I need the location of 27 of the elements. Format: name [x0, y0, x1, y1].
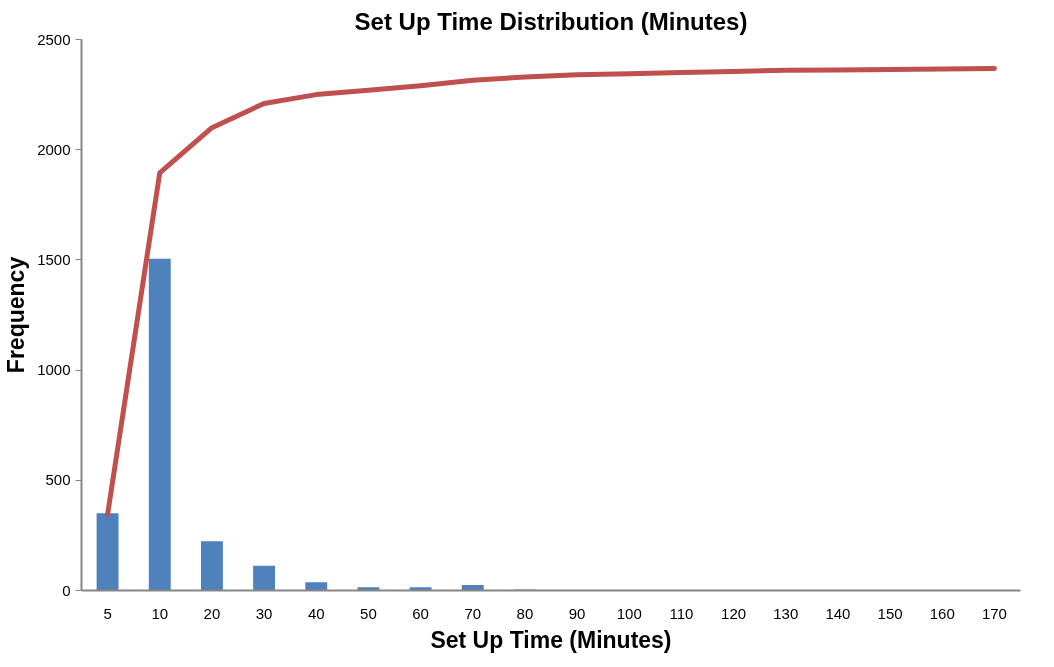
y-tick-label: 1500: [37, 250, 71, 268]
x-tick-label: 130: [773, 604, 799, 622]
x-tick-label: 120: [721, 604, 747, 622]
x-tick-label: 5: [103, 604, 112, 622]
x-tick-label: 30: [255, 604, 273, 622]
x-tick-label: 90: [568, 604, 586, 622]
x-tick-label: 160: [929, 604, 955, 622]
y-tick-label: 2500: [37, 30, 71, 48]
x-tick-label: 80: [516, 604, 534, 622]
y-tick-label: 2000: [37, 140, 71, 158]
y-tick-label: 1000: [37, 361, 71, 379]
x-tick-label: 60: [412, 604, 429, 622]
y-tick-label: 0: [62, 581, 71, 599]
x-tick-label: 150: [877, 604, 903, 622]
x-tick-label: 170: [981, 604, 1007, 622]
x-tick-label: 100: [616, 604, 642, 622]
x-tick-label: 110: [669, 604, 694, 622]
y-axis-title: Frequency: [3, 256, 30, 374]
x-tick-label: 10: [151, 604, 169, 622]
x-tick-label: 20: [203, 604, 221, 622]
x-tick-label: 50: [360, 604, 377, 622]
x-axis-title: Set Up Time (Minutes): [430, 626, 672, 653]
x-tick-label: 140: [825, 604, 851, 622]
x-tick-label: 40: [307, 604, 325, 622]
x-tick-label: 70: [464, 604, 482, 622]
y-tick-label: 500: [45, 471, 71, 489]
chart-title: Set Up Time Distribution (Minutes): [354, 7, 748, 35]
